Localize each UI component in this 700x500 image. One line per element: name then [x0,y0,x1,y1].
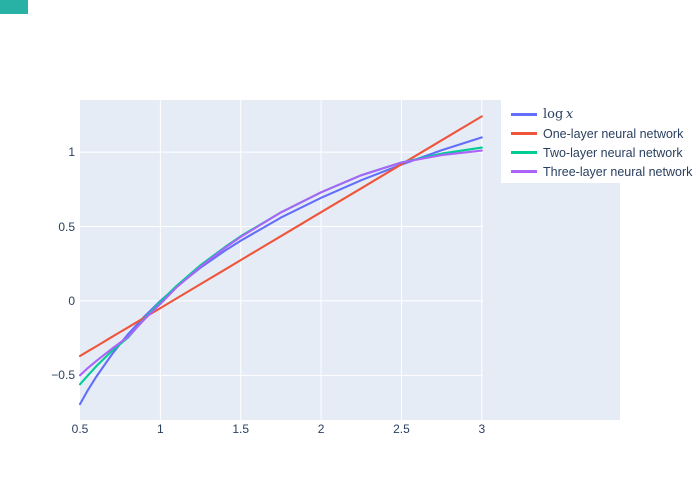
legend-label: Three-layer neural network [543,164,693,179]
legend-label: Two-layer neural network [543,145,683,160]
legend-item-one-layer-neural-network[interactable]: One-layer neural network [501,124,697,143]
y-tick-label: −0.5 [51,368,75,383]
y-tick-label: 0 [68,293,75,308]
legend-swatch [511,151,537,154]
x-tick-label: 3 [478,422,486,436]
x-tick-label: 2.5 [393,422,410,436]
series-line-one-layer-neural-network [78,115,483,358]
series-line-three-layer-neural-network [78,149,483,377]
legend-swatch [511,170,537,173]
legend-item-two-layer-neural-network[interactable]: Two-layer neural network [501,143,697,162]
y-tick-label: 1 [68,145,75,160]
x-tick-label: 1.5 [232,422,250,436]
legend-label: log x [543,107,574,122]
x-tick-label: 1 [157,422,164,436]
x-tick-label: 2 [317,422,325,436]
legend-item-log-x[interactable]: log x [501,105,697,124]
legend-item-three-layer-neural-network[interactable]: Three-layer neural network [501,162,697,181]
x-tick-label: 0.5 [71,422,89,436]
legend-swatch [511,132,537,135]
corner-marker [0,0,28,14]
legend-swatch [511,113,537,116]
legend: log x One-layer neural network Two-layer n… [501,100,697,183]
legend-label: One-layer neural network [543,126,684,141]
y-tick-label: 0.5 [58,219,75,234]
